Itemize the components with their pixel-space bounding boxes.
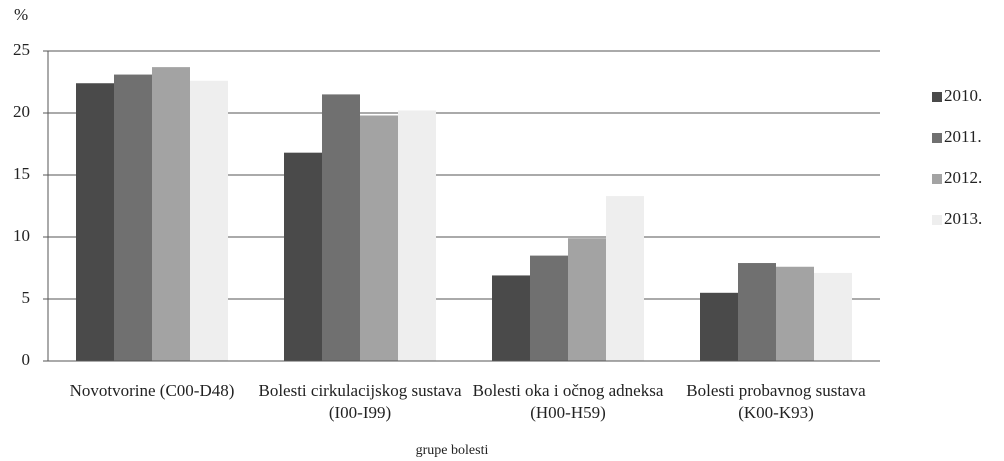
legend-swatch bbox=[932, 174, 942, 184]
bar bbox=[284, 152, 322, 361]
y-axis-label: % bbox=[14, 5, 28, 24]
bar bbox=[492, 275, 530, 361]
legend-swatch bbox=[932, 215, 942, 225]
bar bbox=[568, 238, 606, 361]
bar bbox=[738, 263, 776, 361]
y-tick-label: 10 bbox=[13, 226, 30, 245]
bar bbox=[190, 80, 228, 361]
bar bbox=[114, 74, 152, 361]
x-tick-label: Bolesti cirkulacijskog sustava (I00-I99) bbox=[258, 381, 462, 422]
bar bbox=[398, 110, 436, 362]
y-tick-label: 0 bbox=[22, 350, 31, 369]
x-tick-label: Novotvorine (C00-D48) bbox=[69, 381, 235, 400]
y-tick-label: 25 bbox=[13, 40, 30, 59]
y-tick-label: 15 bbox=[13, 164, 30, 183]
y-tick-label: 20 bbox=[13, 102, 30, 121]
bar bbox=[322, 94, 360, 362]
legend-label: 2012. bbox=[944, 168, 982, 187]
bar bbox=[606, 196, 644, 361]
bar bbox=[76, 83, 114, 362]
bar bbox=[776, 266, 814, 361]
legend-label: 2011. bbox=[944, 127, 982, 146]
x-tick-label: Bolesti probavnog sustava (K00-K93) bbox=[686, 381, 866, 422]
bar bbox=[530, 255, 568, 361]
legend-swatch bbox=[932, 92, 942, 102]
x-tick-label: Bolesti oka i očnog adneksa (H00-H59) bbox=[472, 381, 664, 422]
bar bbox=[700, 292, 738, 361]
bar bbox=[152, 67, 190, 362]
legend-swatch bbox=[932, 133, 942, 143]
legend-label: 2010. bbox=[944, 86, 982, 105]
y-tick-label: 5 bbox=[22, 288, 31, 307]
x-axis-label: grupe bolesti bbox=[416, 443, 489, 458]
bar bbox=[360, 115, 398, 361]
bar bbox=[814, 272, 852, 361]
legend-label: 2013. bbox=[944, 209, 982, 228]
